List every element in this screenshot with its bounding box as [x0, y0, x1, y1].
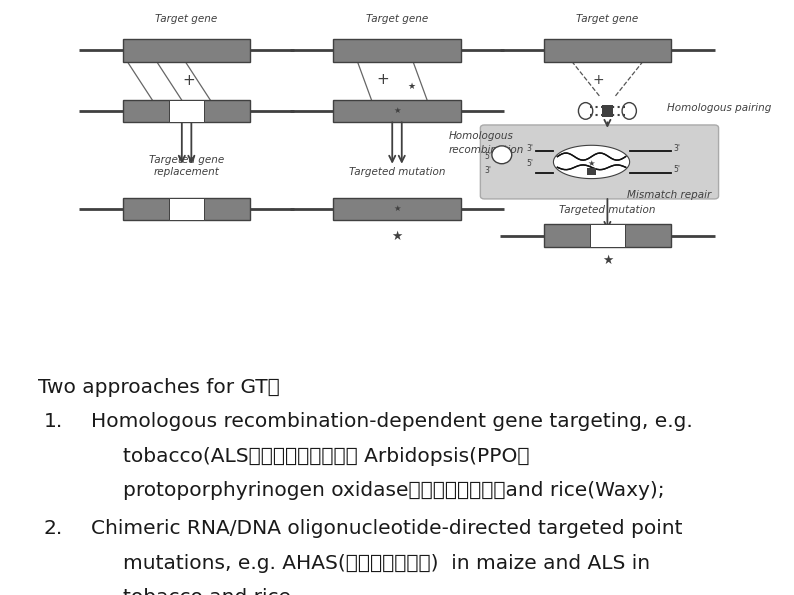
Text: 5': 5' — [526, 159, 534, 168]
Ellipse shape — [491, 146, 511, 164]
Text: 5': 5' — [484, 152, 491, 161]
Polygon shape — [553, 145, 630, 178]
Text: Target gene: Target gene — [576, 14, 638, 24]
Text: Chimeric RNA/DNA oligonucleotide-directed targeted point: Chimeric RNA/DNA oligonucleotide-directe… — [91, 519, 683, 538]
Text: ★: ★ — [588, 159, 596, 168]
Text: Targeted gene
replacement: Targeted gene replacement — [149, 155, 224, 177]
Bar — [544, 39, 671, 62]
Bar — [590, 224, 625, 247]
Bar — [333, 39, 461, 62]
Text: Mismatch repair: Mismatch repair — [627, 190, 711, 200]
Text: ★: ★ — [407, 82, 415, 90]
Text: Homologous
recombination: Homologous recombination — [449, 131, 524, 155]
Bar — [602, 105, 613, 117]
Text: +: + — [183, 73, 195, 88]
Text: Target gene: Target gene — [156, 14, 218, 24]
Text: ★: ★ — [602, 254, 613, 267]
Text: Two approaches for GT：: Two approaches for GT： — [38, 378, 279, 397]
Text: +: + — [592, 73, 603, 87]
Bar — [544, 224, 671, 247]
Text: 1.: 1. — [44, 412, 63, 431]
Text: 5': 5' — [673, 165, 680, 174]
Text: +: + — [376, 72, 389, 87]
Text: 2.: 2. — [44, 519, 63, 538]
Text: mutations, e.g. AHAS(乙酰羟酸合成酶)  in maize and ALS in: mutations, e.g. AHAS(乙酰羟酸合成酶) in maize a… — [123, 554, 650, 573]
Text: ★: ★ — [393, 204, 401, 213]
Text: 3': 3' — [673, 145, 680, 154]
Text: Targeted mutation: Targeted mutation — [559, 205, 656, 215]
Bar — [587, 168, 596, 175]
Text: 3': 3' — [484, 167, 491, 176]
Bar — [333, 198, 461, 221]
Text: tobacco and rice.: tobacco and rice. — [123, 588, 298, 595]
Text: tobacco(ALS乙酰乳酸合成酶）， Arbidopsis(PPO，: tobacco(ALS乙酰乳酸合成酶）， Arbidopsis(PPO， — [123, 447, 530, 466]
Bar — [123, 99, 250, 122]
Bar — [169, 198, 204, 221]
Text: 3': 3' — [526, 145, 534, 154]
Bar — [123, 39, 250, 62]
Text: ★: ★ — [391, 230, 403, 242]
Text: Homologous pairing: Homologous pairing — [667, 103, 771, 113]
Text: Homologous recombination-dependent gene targeting, e.g.: Homologous recombination-dependent gene … — [91, 412, 693, 431]
Text: ★: ★ — [393, 106, 401, 115]
Ellipse shape — [578, 102, 592, 119]
Text: protoporphyrinogen oxidase原卡啊原氧化酶）and rice(Waxy);: protoporphyrinogen oxidase原卡啊原氧化酶）and ri… — [123, 481, 665, 500]
Text: Targeted mutation: Targeted mutation — [349, 167, 445, 177]
Bar — [123, 198, 250, 221]
Ellipse shape — [622, 102, 636, 119]
Bar — [169, 99, 204, 122]
Text: Target gene: Target gene — [366, 14, 428, 24]
Bar — [333, 99, 461, 122]
FancyBboxPatch shape — [480, 125, 719, 199]
